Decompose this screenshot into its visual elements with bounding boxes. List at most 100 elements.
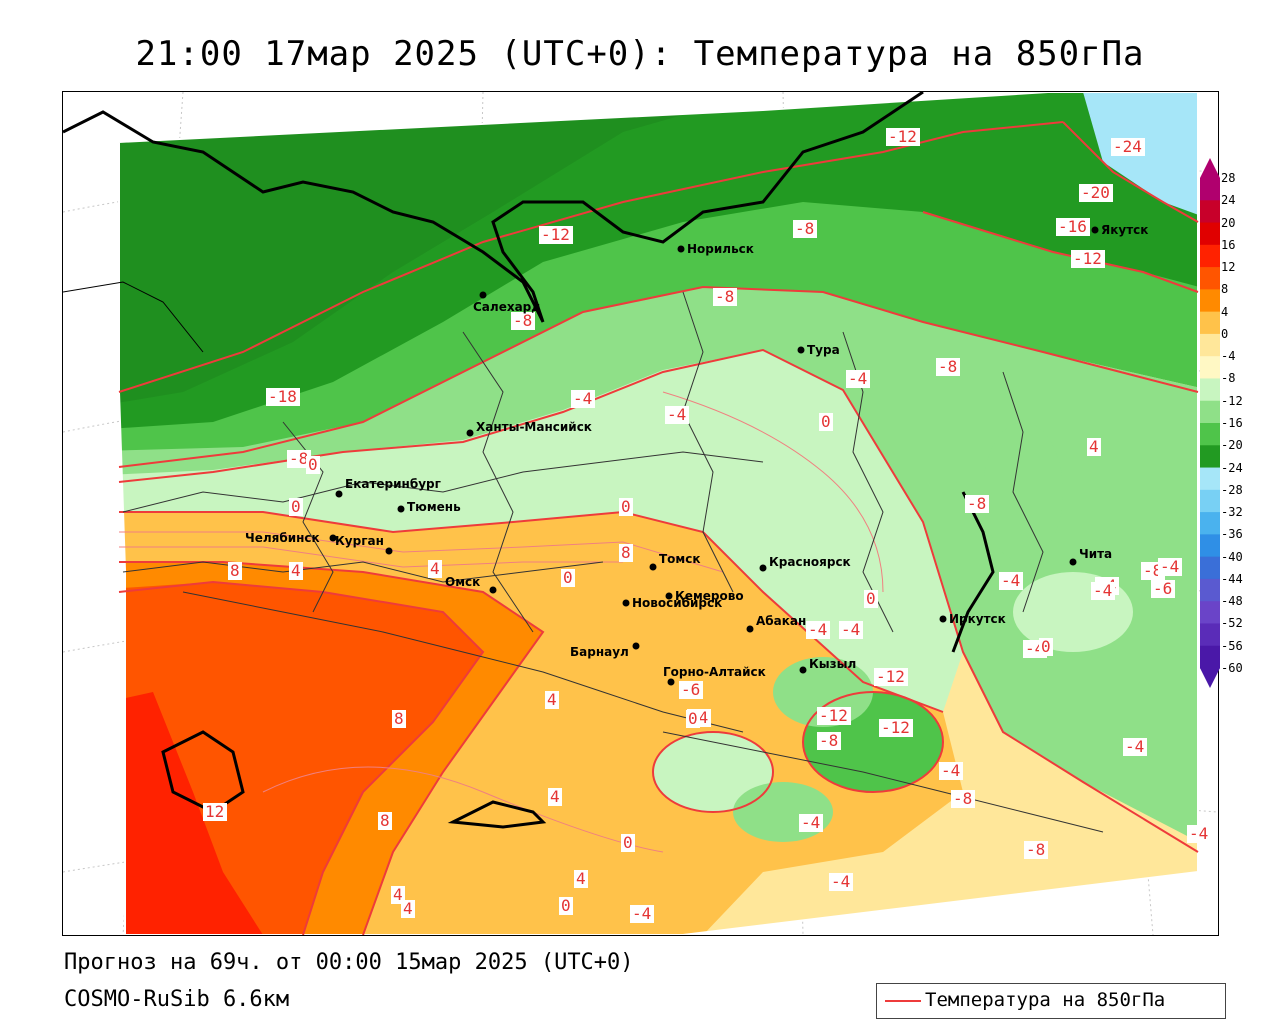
contour-label: -12 xyxy=(541,225,570,244)
colorbar-tick-label: 4 xyxy=(1221,304,1229,319)
contour-label-bg xyxy=(799,814,823,832)
contour-label-bg xyxy=(511,312,535,330)
colorbar-tick-label: -4 xyxy=(1221,349,1236,364)
contour-label: -4 xyxy=(1001,571,1020,590)
city-name: Кызыл xyxy=(809,657,856,671)
contour-label-bg xyxy=(829,873,853,891)
contour-label: 0 xyxy=(688,709,698,728)
colorbar-tick-label: -44 xyxy=(1221,571,1243,586)
contour-label: 4 xyxy=(1089,437,1099,456)
contour-label: -12 xyxy=(819,706,848,725)
colorbar-bottom-arrow xyxy=(1200,668,1220,688)
contour-label: 0 xyxy=(1041,637,1051,656)
contour-label: -12 xyxy=(876,667,905,686)
contour-label: 4 xyxy=(393,885,403,904)
city-dot xyxy=(1091,226,1099,234)
contour-label-bg xyxy=(1024,841,1048,859)
colorbar-tick-label: -32 xyxy=(1221,505,1243,520)
colorbar-swatch xyxy=(1200,601,1220,624)
city-dot xyxy=(622,599,630,607)
city-name: Барнаул xyxy=(570,645,629,659)
contour-label: -8 xyxy=(1143,561,1162,580)
colorbar-swatch xyxy=(1200,578,1220,602)
contour-label-bg xyxy=(1111,138,1145,156)
contour-label-bg xyxy=(559,897,573,915)
colorbar-tick-label: 24 xyxy=(1221,193,1236,208)
colorbar-swatch xyxy=(1200,400,1220,424)
colorbar-swatch xyxy=(1200,556,1220,580)
contour-label-bg xyxy=(289,562,303,580)
contour-label: -8 xyxy=(967,494,986,513)
contour-label: -12 xyxy=(1073,249,1102,268)
colorbar xyxy=(1200,158,1220,688)
contour-label: 8 xyxy=(380,811,390,830)
contour-label: 8 xyxy=(394,709,404,728)
colorbar-swatch xyxy=(1200,378,1220,402)
contour-label-bg xyxy=(203,803,227,821)
contour-label-bg xyxy=(879,719,913,737)
forecast-line: Прогноз на 69ч. от 00:00 15мар 2025 (UTC… xyxy=(64,950,634,975)
contour-label: 4 xyxy=(550,787,560,806)
contour-label-bg xyxy=(1158,558,1182,576)
contour-labels: -12-24-20-16-12-12 -8-8-8-18-8-4-4-4-8040… xyxy=(203,127,1211,923)
contour-label-bg xyxy=(965,495,989,513)
contour-label-bg xyxy=(1187,825,1211,843)
contour-label: -8 xyxy=(819,731,838,750)
colorbar-tick-label: 12 xyxy=(1221,260,1236,275)
city-dot xyxy=(665,592,673,600)
contour-label: -18 xyxy=(268,387,297,406)
contour-label: -4 xyxy=(1160,557,1179,576)
contour-label-bg xyxy=(401,900,415,918)
colorbar-tick-label: -36 xyxy=(1221,527,1243,542)
colorbar-swatch xyxy=(1200,512,1220,535)
colorbar-tick-label: -12 xyxy=(1221,393,1243,408)
contour-label-bg xyxy=(686,710,700,728)
colorbar-tick-label: -60 xyxy=(1221,661,1243,675)
map-frame: -12 -24 -20 -16 -12 -12 -8 -8 -8 -18 -8 -4 -4 -4 -8 0 4 0… xyxy=(62,91,1219,936)
contour-label: -12 xyxy=(888,127,917,146)
contour-label-bg xyxy=(817,732,841,750)
city-dot xyxy=(397,505,405,513)
contour-label: -16 xyxy=(1058,217,1087,236)
city-dot xyxy=(385,547,393,555)
contour-label: -4 xyxy=(1125,737,1144,756)
contour-label: -8 xyxy=(289,449,308,468)
city-name: Абакан xyxy=(756,614,806,628)
contour-label: 0 xyxy=(561,896,571,915)
city-dot xyxy=(649,563,657,571)
contour-label-bg xyxy=(574,870,588,888)
contour-label-bg xyxy=(392,710,406,728)
city-dot xyxy=(667,678,675,686)
city-dot xyxy=(797,346,805,354)
model-line: COSMO-RuSib 6.6км xyxy=(64,987,290,1012)
colorbar-swatch xyxy=(1200,311,1220,335)
contour-label-bg xyxy=(539,226,573,244)
contour-label-bg xyxy=(1151,580,1175,598)
city-dot xyxy=(479,291,487,299)
isotherms xyxy=(118,121,1199,935)
colorbar-swatch xyxy=(1200,267,1220,290)
contour-label: 4 xyxy=(291,561,301,580)
colorbar-tick-label: 16 xyxy=(1221,237,1236,252)
contour-label: -8 xyxy=(513,311,532,330)
contour-label: 12 xyxy=(205,802,224,821)
contour-label: 0 xyxy=(308,455,318,474)
colorbar-tick-label: -52 xyxy=(1221,616,1243,631)
contour-label-bg xyxy=(1091,582,1115,600)
contour-label-bg xyxy=(619,544,633,562)
contour-label-bg xyxy=(287,450,311,468)
city-name: Иркутск xyxy=(949,612,1006,626)
contour-label-bg xyxy=(228,562,242,580)
contour-label: -4 xyxy=(1189,824,1208,843)
contour-label-bg xyxy=(936,358,960,376)
city-dot xyxy=(1069,558,1077,566)
contour-label-bg xyxy=(839,621,863,639)
city-dot xyxy=(632,642,640,650)
contour-label-bg xyxy=(939,762,963,780)
contour-label-bg xyxy=(1039,638,1053,656)
contour-label: -4 xyxy=(848,369,867,388)
contour-label-bg xyxy=(1056,218,1090,236)
colorbar-tick-label: -24 xyxy=(1221,460,1243,475)
city-dot xyxy=(939,615,947,623)
contour-label: -4 xyxy=(941,761,960,780)
